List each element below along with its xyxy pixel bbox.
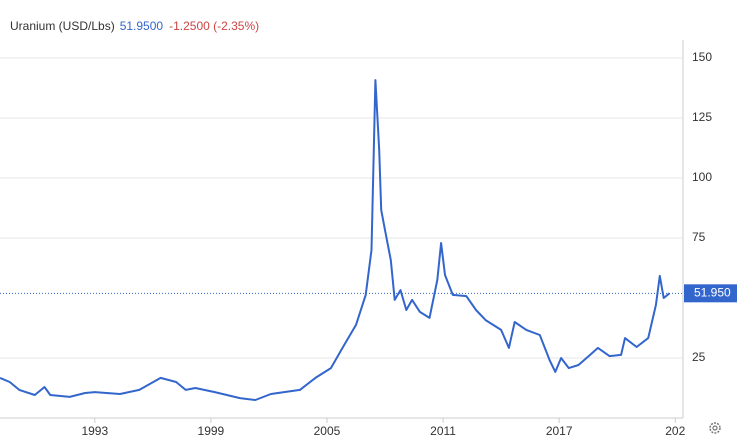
x-tick-label: 1993 xyxy=(81,424,108,438)
line-series xyxy=(0,79,671,401)
instrument: Uranium (USD/Lbs) xyxy=(10,19,115,33)
change: -1.2500 (-2.35%) xyxy=(169,19,259,33)
y-tick-label: 150 xyxy=(692,50,712,64)
price: 51.9500 xyxy=(120,19,164,33)
settings-icon[interactable] xyxy=(709,422,721,434)
y-tick-label: 25 xyxy=(692,350,706,364)
chart-title: Uranium (USD/Lbs) 51.9500 -1.2500 (-2.35%) xyxy=(10,19,259,33)
x-tick-label: 2011 xyxy=(430,424,456,438)
x-tick-label: 2005 xyxy=(314,424,341,438)
current-price-tag xyxy=(684,284,737,303)
y-tick-label: 125 xyxy=(692,110,712,124)
current-price-label: 51.950 xyxy=(694,285,731,299)
x-tick-label: 1999 xyxy=(198,424,225,438)
x-tick-label: 202 xyxy=(665,424,685,438)
y-tick-label: 100 xyxy=(692,170,712,184)
y-tick-label: 75 xyxy=(692,230,706,244)
x-tick-label: 2017 xyxy=(546,424,573,438)
